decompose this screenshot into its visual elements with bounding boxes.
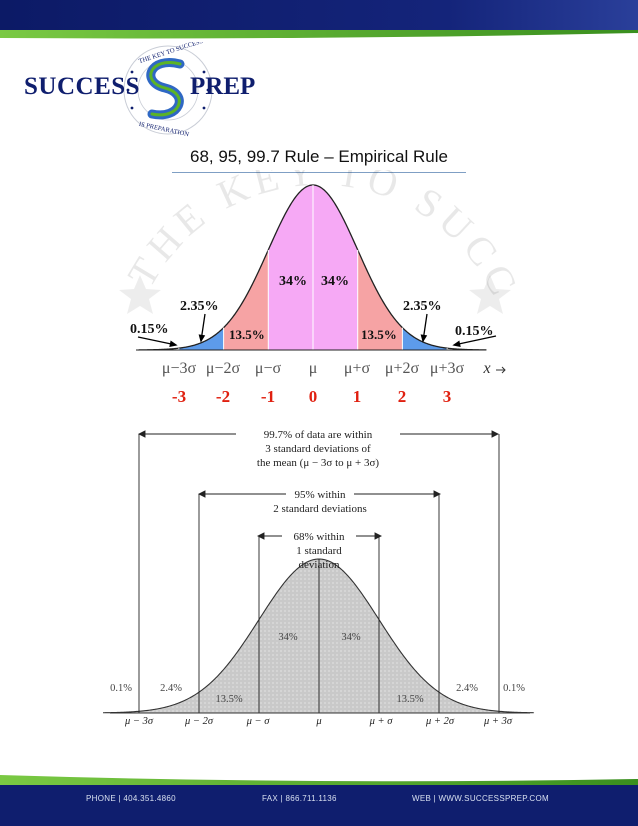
- region-label: 13.5%: [396, 694, 423, 705]
- logo-left-word: SUCCESS: [24, 73, 140, 100]
- region-label: 0.1%: [503, 683, 525, 694]
- title-underline: [172, 172, 466, 173]
- x-tick-label: μ + 2σ: [425, 716, 455, 727]
- annotation-line: the mean (μ − 3σ to μ + 3σ): [257, 457, 380, 469]
- page-title: 68, 95, 99.7 Rule – Empirical Rule: [190, 147, 448, 166]
- z-tick-label: 0: [309, 387, 318, 406]
- logo-ring-bottom: IS PREPARATION: [138, 121, 190, 138]
- region-fill: [178, 327, 224, 350]
- region-label: 13.5%: [361, 327, 397, 342]
- annotation-line: deviation: [299, 559, 340, 571]
- x-tick-label: μ+σ: [344, 360, 371, 377]
- logo-right-word: PREP: [190, 73, 255, 100]
- region-label: 34%: [321, 274, 349, 289]
- region-label: 13.5%: [215, 694, 242, 705]
- region-fill: [313, 185, 358, 350]
- z-tick-label: -2: [216, 387, 230, 406]
- range-brackets: [137, 430, 500, 540]
- header-band: [0, 0, 638, 39]
- z-tick-label: -3: [172, 387, 186, 406]
- x-tick-label: μ + σ: [369, 716, 394, 727]
- x-tick-label: μ−2σ: [206, 360, 241, 377]
- empirical-rule-gray-diagram: 99.7% of data are within 3 standard devi…: [102, 429, 535, 727]
- arrowhead-icon: [198, 334, 206, 343]
- callout-arrow: [453, 335, 497, 346]
- region-label: 0.15%: [130, 322, 169, 337]
- arrowhead-icon: [169, 340, 178, 347]
- annotation-line: 68% within: [293, 531, 345, 543]
- z-tick-label: 1: [353, 387, 362, 406]
- region-label: 34%: [278, 632, 298, 643]
- z-tick-label: -1: [261, 387, 275, 406]
- x-axis-label: x: [482, 360, 490, 377]
- callout-arrow: [137, 336, 177, 346]
- x-tick-label: μ−σ: [255, 360, 282, 377]
- x-tick-label: μ−3σ: [162, 360, 197, 377]
- region-label: 2.35%: [403, 299, 442, 314]
- annotation-line: 3 standard deviations of: [265, 443, 371, 455]
- annotation-line: 2 standard deviations: [273, 503, 366, 515]
- region-label: 34%: [341, 632, 361, 643]
- x-tick-label: μ+2σ: [385, 360, 420, 377]
- arrowhead-icon: [452, 340, 461, 347]
- x-tick-label: μ: [315, 716, 321, 727]
- x-axis-arrow-icon: [496, 366, 506, 374]
- region-label: 0.15%: [455, 324, 494, 339]
- region-label: 13.5%: [229, 327, 265, 342]
- footer-band: [0, 775, 638, 826]
- callout-arrows: [137, 313, 497, 347]
- region-fill: [268, 185, 313, 350]
- z-tick-label: 3: [443, 387, 452, 406]
- sd-lines: [138, 434, 500, 713]
- success-prep-logo: SUCCESS PREP THE KEY TO SUCCESS IS PREPA…: [20, 38, 270, 139]
- annotation-line: 99.7% of data are within: [264, 429, 373, 441]
- z-tick-label: 2: [398, 387, 407, 406]
- annotation-line: 1 standard: [296, 545, 342, 557]
- region-label: 34%: [279, 274, 307, 289]
- x-tick-label: μ + 3σ: [483, 716, 513, 727]
- empirical-rule-colored-diagram: 34% 34% 13.5% 13.5% 2.35% 2.35% 0.15% 0.…: [130, 184, 506, 406]
- footer-fax: FAX | 866.711.1136: [262, 794, 337, 803]
- x-tick-label: μ − 3σ: [124, 716, 154, 727]
- region-label: 2.4%: [456, 683, 478, 694]
- region-label: 2.35%: [180, 299, 219, 314]
- x-tick-label: μ+3σ: [430, 360, 465, 377]
- sd-dividers: [178, 185, 448, 350]
- footer-phone: PHONE | 404.351.4860: [86, 794, 176, 803]
- region-label: 0.1%: [110, 683, 132, 694]
- x-tick-label: μ − 2σ: [184, 716, 214, 727]
- x-tick-label: μ − σ: [246, 716, 271, 727]
- x-tick-label: μ: [309, 360, 318, 377]
- region-fill: [402, 327, 448, 350]
- arrowhead-icon: [420, 334, 428, 343]
- annotation-line: 95% within: [294, 489, 346, 501]
- region-label: 2.4%: [160, 683, 182, 694]
- footer-web[interactable]: WEB | WWW.SUCCESSPREP.COM: [412, 794, 549, 803]
- bell-curve: [102, 558, 534, 714]
